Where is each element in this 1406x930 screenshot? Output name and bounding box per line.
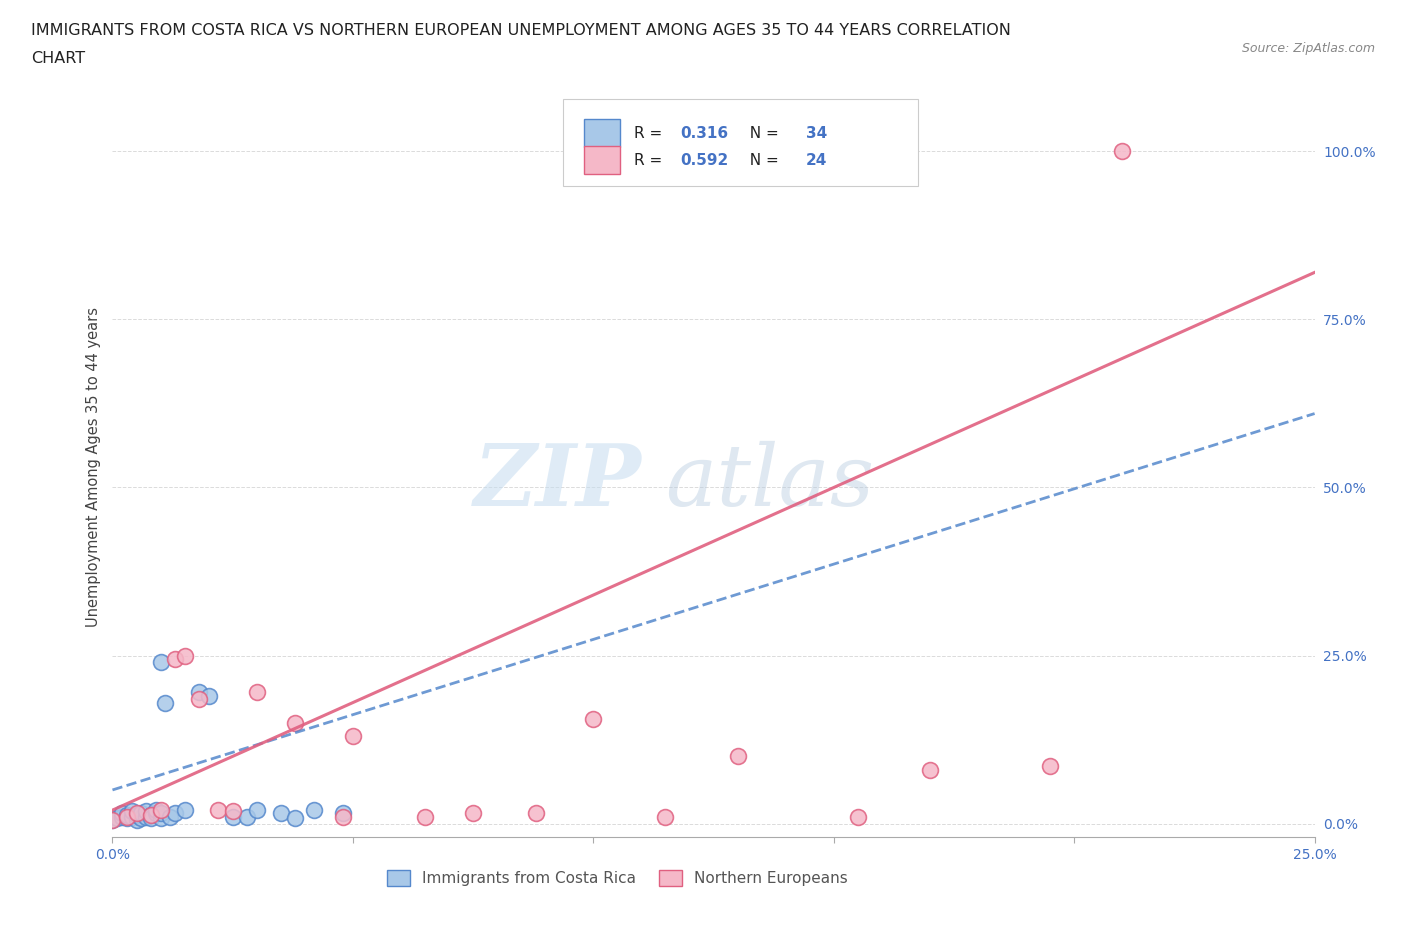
Text: R =: R = [634,153,668,167]
Point [163,806,186,821]
Point [111,806,134,821]
Point [121,804,143,819]
Text: N =: N = [740,126,783,140]
FancyBboxPatch shape [583,146,620,174]
Point [197,688,219,703]
Point [1111,144,1133,159]
Point [207,803,229,817]
Text: 0.592: 0.592 [681,153,728,167]
Point [125,808,148,823]
Point [284,715,307,730]
Point [918,763,941,777]
Point [135,804,157,819]
Text: 24: 24 [806,153,828,167]
Point [149,811,172,826]
Text: IMMIGRANTS FROM COSTA RICA VS NORTHERN EUROPEAN UNEMPLOYMENT AMONG AGES 35 TO 44: IMMIGRANTS FROM COSTA RICA VS NORTHERN E… [31,23,1011,38]
Text: N =: N = [740,153,783,167]
Point [139,808,162,823]
Point [115,809,138,824]
Point [105,811,128,826]
Text: 34: 34 [806,126,827,140]
Text: CHART: CHART [31,51,84,66]
Point [188,692,211,707]
Point [727,749,749,764]
Text: 0.316: 0.316 [681,126,728,140]
Point [125,806,148,821]
Point [222,809,245,824]
Point [145,803,167,817]
Point [270,806,292,821]
Point [332,806,354,821]
Point [163,651,186,666]
Point [222,804,245,819]
FancyBboxPatch shape [583,119,620,147]
Point [524,806,547,821]
Text: ZIP: ZIP [474,441,641,524]
Point [188,685,211,700]
Point [115,808,138,823]
Legend: Immigrants from Costa Rica, Northern Europeans: Immigrants from Costa Rica, Northern Eur… [381,864,853,892]
Text: R =: R = [634,126,668,140]
Point [173,803,195,817]
Point [284,811,307,826]
Point [111,809,134,824]
FancyBboxPatch shape [564,100,918,186]
Point [121,809,143,824]
Point [101,813,124,828]
Text: atlas: atlas [665,441,875,524]
Point [304,803,326,817]
Point [582,712,605,727]
Point [654,809,676,824]
Y-axis label: Unemployment Among Ages 35 to 44 years: Unemployment Among Ages 35 to 44 years [86,307,101,628]
Point [145,806,167,821]
Point [332,809,354,824]
Point [125,812,148,827]
Point [139,811,162,826]
Point [149,806,172,821]
Point [246,685,269,700]
Point [413,809,436,824]
Text: Source: ZipAtlas.com: Source: ZipAtlas.com [1241,42,1375,55]
Point [236,809,259,824]
Point [131,811,153,826]
Point [1039,759,1062,774]
Point [149,803,172,817]
Point [115,811,138,826]
Point [846,809,869,824]
Point [149,655,172,670]
Point [159,809,181,824]
Point [155,695,177,710]
Point [135,809,157,824]
Point [461,806,484,821]
Point [131,806,153,821]
Point [173,648,195,663]
Point [342,729,364,744]
Point [101,813,124,828]
Point [139,808,162,823]
Point [246,803,269,817]
